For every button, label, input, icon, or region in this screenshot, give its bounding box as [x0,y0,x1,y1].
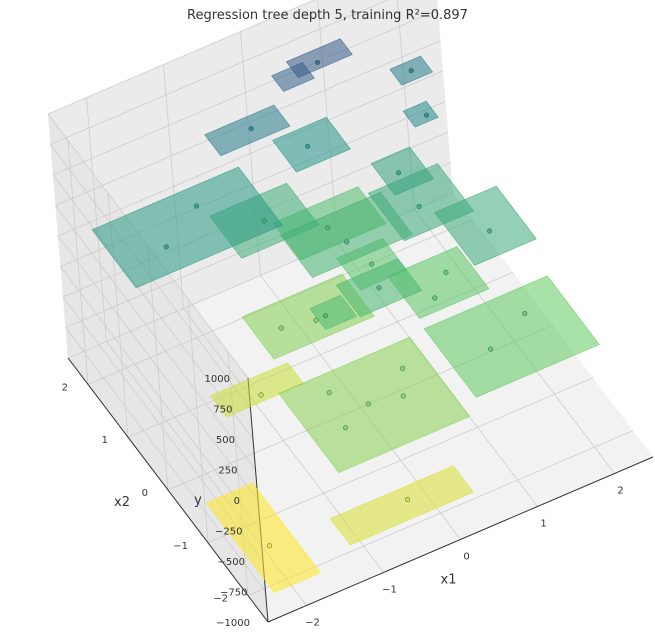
y-tick-label: 750 [213,405,232,416]
x2-tick-label: 2 [62,382,68,393]
tree-leaves [91,38,600,593]
x2-axis-title: x2 [114,495,130,510]
leaf-plane [434,185,537,266]
x1-tick-label: −1 [382,585,397,596]
data-point [326,390,332,396]
data-point [248,126,254,132]
data-point [322,313,329,319]
data-point [400,365,406,371]
y-tick-label: 0 [234,496,240,507]
data-point [163,244,169,250]
x2-tick-label: 1 [102,435,108,446]
leaf-plane [278,336,471,473]
data-points [163,59,528,549]
data-point [522,310,528,317]
data-point [313,317,319,323]
x1-axis-title: x1 [441,573,457,588]
data-point [408,68,414,74]
axis-labels: −2 −1 0 1 2 −2 −1 0 1 2 1000 750 500 250 0 −250 −500 −750… [62,374,624,629]
leaf-plane [402,100,439,128]
data-point [443,269,449,275]
data-point [266,543,273,549]
data-point [423,112,430,118]
data-point [314,59,321,65]
y-tick-label: −750 [220,588,247,599]
data-point [432,295,438,301]
leaf-plane [309,294,358,330]
y-tick-label: 1000 [205,374,230,385]
leaf-plane [91,166,283,289]
y-tick-label: −500 [218,557,245,568]
x1-tick-label: 2 [617,486,623,497]
x2-axis-line [67,357,269,623]
data-point [416,203,422,210]
y-tick-label: −250 [215,527,242,538]
leaf-plane [205,482,322,593]
grid-line-y [54,40,441,470]
x1-axis-line [267,456,654,623]
data-point [488,346,494,352]
data-point [278,325,284,331]
x2-tick-label: −2 [213,594,228,605]
y-axis-title: y [194,493,202,508]
leaf-plane [210,362,305,418]
leaf-plane [285,38,353,78]
leaf-plane [204,104,291,157]
data-point [365,401,371,407]
data-point [404,496,411,503]
data-point [343,425,349,431]
data-point [258,392,264,398]
leaf-plane [370,146,435,196]
leaf-plane [329,465,474,546]
leaf-plane [423,275,600,398]
data-point [376,285,382,291]
leaf-plane [272,116,351,173]
y-tick-label: 250 [218,466,237,477]
x2-tick-label: −1 [173,541,188,552]
data-point [344,239,350,245]
data-point [305,143,311,149]
data-point [193,203,200,209]
grid-line-y [62,131,449,562]
data-point [395,170,402,176]
x1-tick-label: 0 [463,552,469,563]
leaf-plane [241,273,375,360]
data-point [261,218,267,224]
x1-tick-label: 1 [540,519,546,530]
grid-line-y [47,0,316,379]
grid-line-y [49,0,389,409]
data-point [369,261,375,267]
data-point [325,225,331,231]
data-point [486,228,493,234]
chart-title: Regression tree depth 5, training R²=0.8… [187,8,468,23]
x1-tick-label: −2 [305,618,320,629]
y-tick-label: −1000 [216,618,250,629]
data-point [400,393,406,399]
y-tick-label: 500 [216,435,235,446]
x2-tick-label: 0 [142,488,148,499]
